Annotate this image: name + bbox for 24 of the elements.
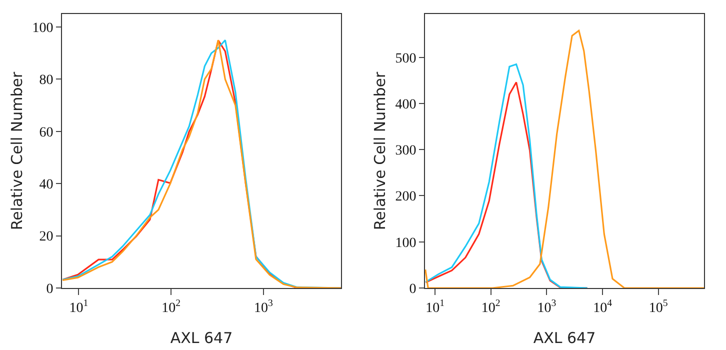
y-tick-label: 100 <box>32 20 54 36</box>
y-tick-label: 200 <box>395 190 416 205</box>
y-tick-label: 0 <box>46 282 54 297</box>
y-axis-title: Relative Cell Number <box>371 71 389 230</box>
x-tick-label: 10$^{3}$ <box>254 298 274 316</box>
y-tick-label: 20 <box>39 230 54 245</box>
x-tick-label: 10$^{1}$ <box>69 298 88 316</box>
y-axis-title: Relative Cell Number <box>8 71 26 230</box>
y-tick-label: 0 <box>409 282 416 297</box>
y-tick-label: 60 <box>39 125 54 140</box>
x-tick-label: 10$^{1}$ <box>426 298 445 316</box>
x-tick-label: 10$^{4}$ <box>593 298 612 316</box>
x-tick-label: 10$^{3}$ <box>537 298 556 316</box>
y-tick-label: 400 <box>395 97 416 112</box>
x-tick-label: 10$^{2}$ <box>162 298 181 316</box>
x-tick-label: 10$^{2}$ <box>481 298 500 316</box>
y-tick-label: 300 <box>395 144 416 159</box>
y-tick-label: 80 <box>39 73 54 88</box>
y-tick-label: 40 <box>39 178 54 193</box>
x-tick-label: 10$^{5}$ <box>648 298 668 316</box>
x-axis-title: AXL 647 <box>170 329 233 347</box>
x-axis-title: AXL 647 <box>533 329 596 347</box>
y-tick-label: 100 <box>395 236 416 251</box>
y-tick-label: 500 <box>395 51 416 66</box>
